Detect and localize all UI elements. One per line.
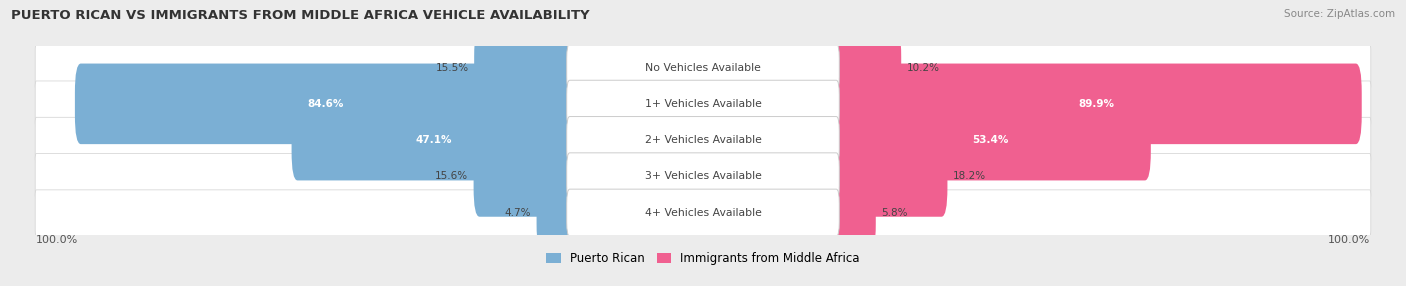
FancyBboxPatch shape [567, 189, 839, 236]
Text: 100.0%: 100.0% [1327, 235, 1369, 245]
Text: 4+ Vehicles Available: 4+ Vehicles Available [644, 208, 762, 218]
FancyBboxPatch shape [35, 81, 1371, 127]
FancyBboxPatch shape [474, 136, 575, 217]
FancyBboxPatch shape [831, 63, 1362, 144]
Text: Source: ZipAtlas.com: Source: ZipAtlas.com [1284, 9, 1395, 19]
Text: 1+ Vehicles Available: 1+ Vehicles Available [644, 99, 762, 109]
Text: 15.5%: 15.5% [436, 63, 470, 73]
Text: 100.0%: 100.0% [37, 235, 79, 245]
FancyBboxPatch shape [567, 116, 839, 164]
Legend: Puerto Rican, Immigrants from Middle Africa: Puerto Rican, Immigrants from Middle Afr… [541, 248, 865, 270]
Text: 2+ Vehicles Available: 2+ Vehicles Available [644, 135, 762, 145]
FancyBboxPatch shape [291, 100, 575, 180]
Text: 47.1%: 47.1% [415, 135, 451, 145]
FancyBboxPatch shape [35, 190, 1371, 236]
Text: 18.2%: 18.2% [953, 171, 986, 181]
Text: 84.6%: 84.6% [307, 99, 343, 109]
Text: 5.8%: 5.8% [882, 208, 907, 218]
FancyBboxPatch shape [35, 154, 1371, 199]
Text: 4.7%: 4.7% [505, 208, 531, 218]
FancyBboxPatch shape [75, 63, 575, 144]
FancyBboxPatch shape [831, 172, 876, 253]
FancyBboxPatch shape [831, 27, 901, 108]
Text: 53.4%: 53.4% [973, 135, 1010, 145]
FancyBboxPatch shape [567, 80, 839, 128]
FancyBboxPatch shape [35, 117, 1371, 163]
Text: 89.9%: 89.9% [1078, 99, 1114, 109]
FancyBboxPatch shape [831, 100, 1152, 180]
FancyBboxPatch shape [537, 172, 575, 253]
Text: No Vehicles Available: No Vehicles Available [645, 63, 761, 73]
Text: PUERTO RICAN VS IMMIGRANTS FROM MIDDLE AFRICA VEHICLE AVAILABILITY: PUERTO RICAN VS IMMIGRANTS FROM MIDDLE A… [11, 9, 591, 21]
Text: 15.6%: 15.6% [436, 171, 468, 181]
FancyBboxPatch shape [567, 153, 839, 200]
FancyBboxPatch shape [35, 45, 1371, 90]
FancyBboxPatch shape [831, 136, 948, 217]
Text: 10.2%: 10.2% [907, 63, 939, 73]
Text: 3+ Vehicles Available: 3+ Vehicles Available [644, 171, 762, 181]
FancyBboxPatch shape [567, 44, 839, 91]
FancyBboxPatch shape [474, 27, 575, 108]
